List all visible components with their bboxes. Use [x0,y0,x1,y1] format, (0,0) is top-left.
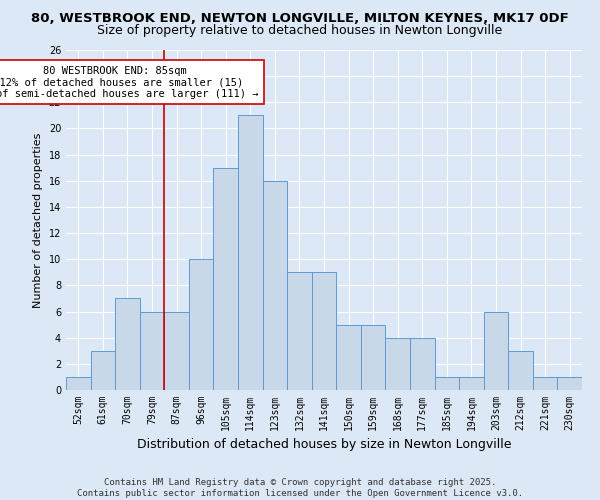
Bar [238,116,263,390]
Bar [508,351,533,390]
Bar [66,377,91,390]
Bar [287,272,312,390]
Bar [312,272,336,390]
Text: 80 WESTBROOK END: 85sqm
← 12% of detached houses are smaller (15)
88% of semi-de: 80 WESTBROOK END: 85sqm ← 12% of detache… [0,66,259,99]
Bar [557,377,582,390]
Text: Contains HM Land Registry data © Crown copyright and database right 2025.
Contai: Contains HM Land Registry data © Crown c… [77,478,523,498]
X-axis label: Distribution of detached houses by size in Newton Longville: Distribution of detached houses by size … [137,438,511,452]
Bar [336,324,361,390]
Bar [214,168,238,390]
Bar [385,338,410,390]
Bar [115,298,140,390]
Bar [91,351,115,390]
Bar [164,312,189,390]
Bar [361,324,385,390]
Bar [263,181,287,390]
Bar [189,259,214,390]
Bar [533,377,557,390]
Bar [434,377,459,390]
Text: 80, WESTBROOK END, NEWTON LONGVILLE, MILTON KEYNES, MK17 0DF: 80, WESTBROOK END, NEWTON LONGVILLE, MIL… [31,12,569,26]
Bar [140,312,164,390]
Y-axis label: Number of detached properties: Number of detached properties [33,132,43,308]
Text: Size of property relative to detached houses in Newton Longville: Size of property relative to detached ho… [97,24,503,37]
Bar [410,338,434,390]
Bar [484,312,508,390]
Bar [459,377,484,390]
